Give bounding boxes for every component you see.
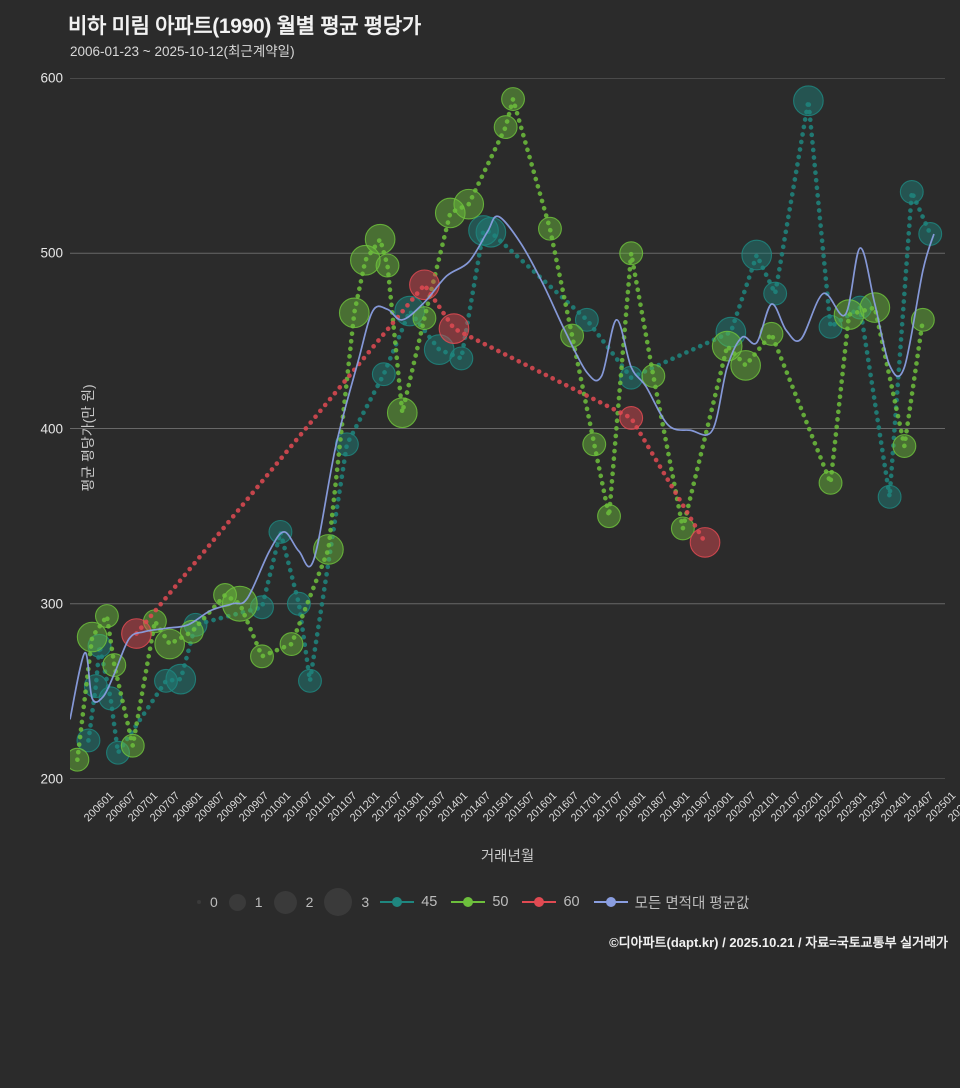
data-bubble [910, 307, 935, 332]
data-bubble [619, 241, 644, 266]
data-bubble [409, 269, 440, 301]
data-bubble [501, 87, 525, 111]
data-bubble [741, 239, 773, 271]
data-bubble [76, 728, 101, 753]
data-bubble [338, 297, 370, 329]
data-bubble [818, 470, 843, 495]
data-bubble [94, 604, 119, 628]
data-bubble [154, 628, 186, 660]
data-bubble [453, 188, 485, 220]
series-legend-swatch-icon [593, 895, 628, 909]
y-tick-label: 400 [40, 421, 63, 436]
data-bubble [183, 612, 208, 637]
data-bubble [438, 313, 470, 344]
data-bubble [106, 740, 130, 765]
data-bubble [375, 253, 400, 278]
series-45 [76, 85, 943, 765]
series-legend-item[interactable]: 45 [380, 894, 437, 910]
data-bubble [76, 621, 108, 653]
bubble-size-legend: 0 1 2 3 [196, 888, 381, 916]
data-bubble [493, 115, 518, 140]
data-bubble [689, 527, 721, 558]
page-title: 비하 미림 아파트(1990) 월별 평균 평당가 [68, 15, 421, 38]
data-bubble [711, 330, 743, 362]
data-bubble [582, 432, 607, 457]
series-color-legend: 45 50 60 모든 면적대 평균값 [380, 892, 763, 913]
series-모든 면적대 평균값 [70, 215, 935, 720]
chart-root: 비하 미림 아파트(1990) 월별 평균 평당가 2006-01-23 ~ 2… [0, 15, 960, 950]
data-bubble [538, 216, 562, 241]
size-legend-label: 1 [254, 894, 263, 910]
data-bubble [371, 362, 396, 387]
x-axis-title: 거래년월 [480, 849, 535, 865]
data-bubble [763, 281, 788, 306]
size-legend-bubble-icon [273, 890, 297, 914]
series-legend-item[interactable]: 50 [451, 894, 508, 910]
data-bubble [793, 85, 824, 117]
series-legend-swatch-icon [380, 895, 415, 909]
series-dotted-line [134, 280, 708, 636]
data-bubble [670, 516, 695, 541]
data-bubble [70, 747, 90, 772]
series-legend-label: 50 [492, 894, 509, 910]
data-bubble [877, 484, 902, 509]
data-bubble [313, 534, 344, 565]
y-tick-label: 200 [40, 771, 63, 787]
footer-credit: ©디아파트(dapt.kr) / 2025.10.21 / 자료=국토교통부 실… [609, 935, 948, 950]
data-bubble [434, 197, 466, 229]
data-bubble [350, 244, 381, 276]
data-bubble [641, 363, 666, 388]
chart-svg [70, 78, 945, 779]
series-60 [121, 269, 721, 649]
data-bubble [268, 519, 293, 544]
data-bubble [165, 663, 197, 695]
series-legend-label: 모든 면적대 평균값 [634, 895, 750, 912]
size-legend-bubble-icon [196, 899, 201, 905]
size-legend-bubble-icon [324, 888, 353, 916]
data-bubble [250, 644, 274, 669]
size-legend-item[interactable]: 2 [273, 890, 325, 914]
y-tick-label: 600 [40, 70, 63, 86]
size-legend-item[interactable]: 1 [228, 893, 274, 911]
data-bubble [386, 397, 418, 429]
data-bubble [250, 595, 274, 620]
data-bubble [899, 179, 924, 204]
data-bubble [298, 668, 322, 693]
series-line [70, 215, 935, 720]
data-bubble [619, 406, 644, 430]
series-legend-swatch-icon [522, 895, 557, 909]
chart-legend: 0 1 2 3 45 50 60 모든 면적대 평균값 [0, 888, 960, 916]
data-bubble [412, 306, 437, 331]
size-legend-item[interactable]: 0 [196, 894, 229, 910]
data-bubble [364, 223, 396, 255]
series-legend-label: 60 [563, 894, 580, 910]
y-tick-label: 500 [40, 245, 63, 261]
y-tick-label: 300 [40, 596, 63, 612]
size-legend-item[interactable]: 3 [324, 888, 380, 916]
data-bubble [120, 733, 145, 758]
series-legend-item[interactable]: 60 [522, 894, 580, 910]
size-legend-bubble-icon [228, 893, 246, 911]
series-dotted-line [86, 100, 933, 760]
size-legend-label: 3 [361, 894, 370, 910]
size-legend-label: 0 [210, 894, 218, 910]
series-legend-swatch-icon [451, 895, 486, 909]
data-bubble [597, 504, 621, 529]
data-bubble [892, 434, 917, 458]
plot-area: 200 300 400 500 600 200601 200607 200701 200707… [40, 71, 960, 825]
series-dotted-line [75, 90, 926, 763]
series-50 [70, 87, 935, 772]
data-bubble [730, 350, 761, 381]
series-legend-item[interactable]: 모든 면적대 평균값 [593, 892, 750, 913]
data-bubble [279, 632, 304, 657]
page-subtitle: 2006-01-23 ~ 2025-10-12(최근계약일) [70, 44, 295, 59]
size-legend-label: 2 [305, 894, 314, 910]
data-bubble [574, 307, 599, 332]
series-legend-label: 45 [421, 894, 438, 910]
data-bubble [449, 346, 474, 371]
